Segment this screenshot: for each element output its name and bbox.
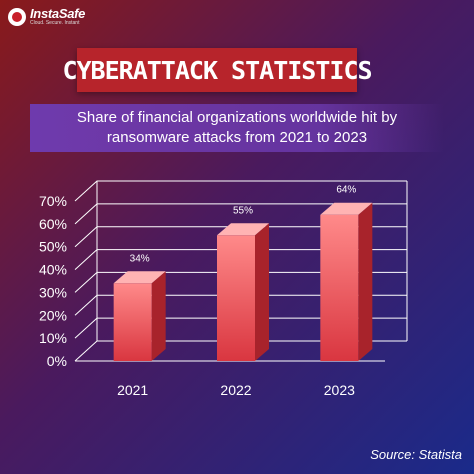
bar-side — [151, 271, 166, 361]
bar-group: 34% — [113, 253, 166, 361]
brand-name: InstaSafe — [30, 6, 86, 21]
bar-value-label: 55% — [233, 205, 253, 216]
title-banner: CYBERATTACK STATISTICS — [62, 48, 373, 92]
chart-title: Share of financial organizations worldwi… — [76, 109, 398, 146]
gridline — [74, 340, 407, 362]
source-note: Source: Statista — [370, 447, 462, 462]
bar-value-label: 34% — [130, 253, 150, 264]
bar-value-label: 64% — [336, 185, 356, 196]
shield-icon — [8, 7, 26, 26]
gridline — [74, 317, 407, 339]
y-tick-label: 20% — [39, 307, 67, 323]
chart-grid — [74, 180, 408, 362]
y-tick-label: 10% — [39, 330, 67, 346]
bar-side — [358, 202, 373, 361]
x-tick-label: 2023 — [324, 382, 355, 398]
bar-top — [320, 202, 373, 215]
brand-logo: InstaSafe Cloud. Secure. Instant — [8, 7, 85, 26]
gridline — [74, 203, 407, 225]
bar — [113, 283, 152, 361]
gridline — [74, 226, 407, 248]
bar-side — [255, 223, 269, 361]
bar-group: 55% — [217, 205, 269, 361]
chart-bars: 34% 55% 64% — [113, 185, 373, 361]
page-title: CYBERATTACK STATISTICS — [62, 55, 372, 85]
x-axis-labels: 2021 2022 2023 — [117, 382, 355, 398]
x-tick-label: 2022 — [220, 382, 251, 398]
x-tick-label: 2021 — [117, 382, 148, 398]
gridline — [74, 180, 407, 202]
bar — [320, 214, 359, 361]
y-tick-label: 30% — [39, 284, 67, 300]
bar-top — [217, 223, 269, 236]
y-tick-label: 0% — [47, 353, 67, 369]
y-tick-label: 40% — [39, 262, 67, 278]
subtitle-banner: Share of financial organizations worldwi… — [30, 104, 444, 152]
y-axis-ticks: 0% 10% 20% 30% 40% 50% 60% 70% — [39, 193, 67, 369]
bar-top — [113, 271, 166, 284]
y-tick-label: 70% — [39, 193, 67, 209]
bar-group: 64% — [320, 185, 373, 361]
bar — [217, 235, 255, 361]
gridline — [74, 271, 407, 293]
gridline — [74, 294, 407, 316]
y-tick-label: 50% — [39, 239, 67, 255]
gridline — [74, 249, 407, 270]
y-tick-label: 60% — [39, 216, 67, 232]
brand-tagline: Cloud. Secure. Instant — [30, 20, 80, 26]
